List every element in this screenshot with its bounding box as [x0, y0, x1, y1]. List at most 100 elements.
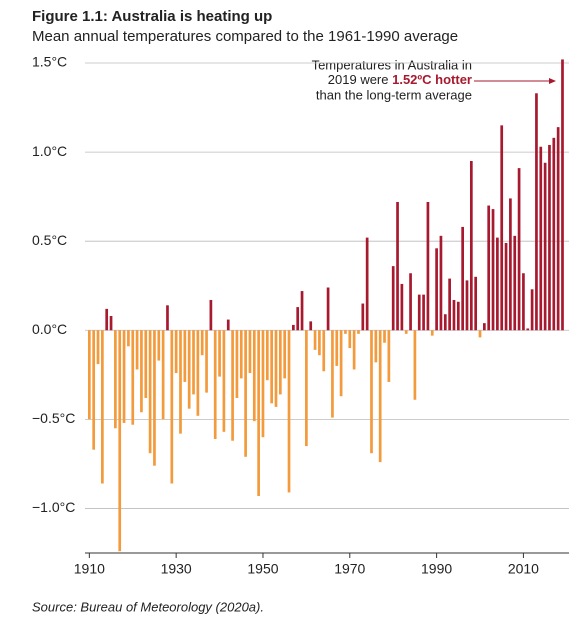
- bar: [270, 330, 274, 404]
- annotation: 2019 were 1.52ºC hotter: [328, 72, 472, 87]
- bar: [114, 330, 117, 429]
- bar: [140, 330, 143, 413]
- bar: [209, 299, 213, 331]
- bar: [305, 330, 308, 447]
- x-tick-label: 1950: [247, 561, 278, 577]
- bar: [322, 330, 326, 372]
- bar: [474, 276, 478, 331]
- annotation: than the long-term average: [316, 87, 472, 102]
- y-tick-label: 1.0°C: [32, 143, 67, 159]
- x-tick-label: 1930: [161, 561, 192, 577]
- bar: [331, 330, 334, 418]
- bar: [400, 283, 404, 331]
- bar: [487, 205, 491, 331]
- bar: [422, 294, 425, 331]
- bar: [339, 330, 343, 397]
- bar: [439, 235, 443, 331]
- bar: [318, 330, 321, 356]
- bar: [539, 146, 543, 331]
- bar: [526, 328, 530, 331]
- annotation: Temperatures in Australia in: [312, 57, 472, 72]
- bar: [244, 330, 247, 457]
- bar: [448, 278, 451, 331]
- bar: [92, 330, 96, 450]
- bar: [491, 209, 495, 331]
- bar: [435, 248, 438, 331]
- bar: [309, 321, 313, 331]
- bar: [118, 330, 122, 552]
- bar: [409, 273, 412, 331]
- x-tick-label: 1910: [74, 561, 105, 577]
- bar: [192, 330, 195, 395]
- bar: [426, 201, 430, 331]
- bar: [396, 201, 399, 331]
- bar: [161, 330, 165, 420]
- bar: [509, 198, 512, 331]
- bar: [148, 330, 152, 454]
- bar: [257, 330, 260, 496]
- bar: [352, 330, 356, 370]
- bar: [391, 266, 395, 331]
- bar: [469, 161, 473, 331]
- bar: [127, 330, 130, 347]
- bar: [517, 168, 521, 331]
- x-tick-label: 1970: [334, 561, 365, 577]
- bar: [287, 330, 291, 493]
- bar: [261, 330, 265, 438]
- bar: [153, 330, 156, 466]
- annotation-highlight: 1.52ºC hotter: [392, 72, 472, 87]
- bar: [344, 330, 347, 334]
- bar: [548, 144, 551, 331]
- bar: [205, 330, 208, 393]
- bar: [87, 330, 91, 420]
- bar: [543, 162, 547, 331]
- annotation-text: 2019 were: [328, 72, 392, 87]
- bar: [179, 330, 182, 434]
- bar: [378, 330, 382, 463]
- bar: [226, 319, 230, 331]
- y-tick-label: −1.0°C: [32, 499, 75, 515]
- bar: [144, 330, 148, 398]
- bar: [222, 330, 226, 432]
- bar: [383, 330, 386, 343]
- bar: [101, 330, 104, 484]
- chart-title: Figure 1.1: Australia is heating up: [32, 8, 272, 25]
- annotation-arrowhead: [549, 78, 556, 84]
- bar: [561, 59, 564, 331]
- bar: [370, 330, 373, 454]
- bar: [452, 299, 456, 331]
- bar: [365, 237, 369, 331]
- bar: [443, 314, 447, 331]
- bar: [535, 93, 538, 331]
- bar: [374, 330, 378, 363]
- x-tick-label: 1990: [421, 561, 452, 577]
- bar: [278, 330, 282, 395]
- bar: [122, 330, 126, 423]
- bar: [483, 323, 486, 331]
- bar: [348, 330, 352, 349]
- bar: [265, 330, 269, 381]
- bar: [430, 330, 434, 336]
- chart-subtitle: Mean annual temperatures compared to the…: [32, 28, 458, 45]
- y-tick-label: 1.5°C: [32, 54, 67, 70]
- bar: [361, 303, 365, 331]
- bar: [196, 330, 200, 416]
- bar: [556, 127, 560, 331]
- bar: [300, 291, 304, 331]
- bar: [326, 287, 330, 331]
- y-tick-label: 0.5°C: [32, 232, 67, 248]
- bar: [500, 125, 504, 331]
- bar: [213, 330, 217, 439]
- bar: [174, 330, 178, 374]
- bar: [335, 330, 339, 366]
- bar: [513, 235, 517, 331]
- y-tick-label: 0.0°C: [32, 321, 67, 337]
- bar: [183, 330, 187, 382]
- bar: [135, 330, 139, 370]
- bar: [417, 294, 421, 331]
- bar: [187, 330, 191, 409]
- x-tick-label: 2010: [508, 561, 539, 577]
- bar: [105, 308, 109, 331]
- bar: [109, 316, 113, 331]
